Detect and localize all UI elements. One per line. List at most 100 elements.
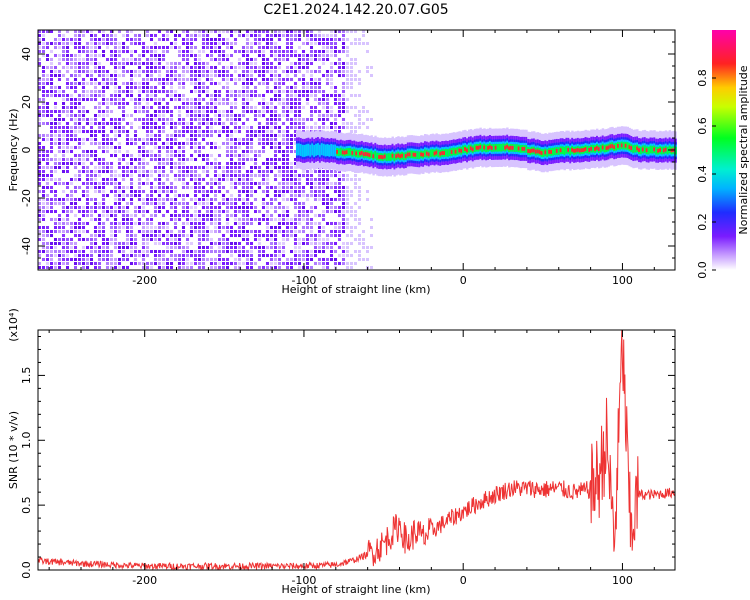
spectrogram-noise-cell (130, 90, 133, 93)
spectrogram-noise-cell (110, 50, 113, 53)
spectrogram-noise-cell (210, 154, 213, 157)
spectrogram-noise-cell (142, 98, 145, 101)
spectrogram-noise-cell (38, 170, 41, 173)
spectrogram-noise-cell (78, 226, 81, 229)
spectrogram-noise-cell (298, 114, 301, 117)
spectrogram-noise-cell (38, 150, 41, 153)
spectrogram-noise-cell (230, 114, 233, 117)
spectrogram-noise-cell (226, 262, 229, 265)
spectrogram-noise-cell (174, 190, 177, 193)
spectrogram-noise-cell (82, 230, 85, 233)
spectrogram-noise-cell (102, 54, 105, 57)
spectrogram-noise-cell (178, 242, 181, 245)
signal-trace-cell (338, 148, 341, 157)
spectrogram-noise-cell (350, 58, 353, 61)
spectrogram-noise-cell (262, 202, 265, 205)
spectrogram-noise-cell (298, 54, 301, 57)
spectrogram-noise-cell (162, 242, 165, 245)
spectrogram-noise-cell (98, 174, 101, 177)
spectrogram-noise-cell (342, 174, 345, 177)
spectrogram-noise-cell (70, 82, 73, 85)
spectrogram-noise-cell (274, 206, 277, 209)
spectrogram-noise-cell (246, 266, 249, 269)
spectrogram-noise-cell (210, 58, 213, 61)
spectrogram-noise-cell (138, 182, 141, 185)
spectrogram-noise-cell (78, 198, 81, 201)
spectrogram-noise-cell (226, 70, 229, 73)
y-tick-label: 1.0 (20, 432, 33, 450)
signal-trace-cell (573, 148, 576, 153)
spectrogram-noise-cell (294, 50, 297, 53)
spectrogram-noise-cell (126, 186, 129, 189)
spectrogram-noise-cell (246, 78, 249, 81)
spectrogram-noise-cell (182, 186, 185, 189)
spectrogram-noise-cell (154, 190, 157, 193)
spectrogram-noise-cell (234, 202, 237, 205)
spectrogram-noise-cell (70, 114, 73, 117)
spectrogram-noise-cell (350, 234, 353, 237)
spectrogram-noise-cell (158, 222, 161, 225)
spectrogram-noise-cell (150, 198, 153, 201)
spectrogram-noise-cell (306, 98, 309, 101)
spectrogram-noise-cell (42, 178, 45, 181)
spectrogram-noise-cell (70, 74, 73, 77)
spectrogram-noise-cell (306, 34, 309, 37)
spectrogram-noise-cell (46, 266, 49, 269)
spectrogram-noise-cell (178, 234, 181, 237)
spectrogram-noise-cell (222, 50, 225, 53)
spectrogram-noise-cell (306, 250, 309, 253)
spectrogram-noise-cell (290, 50, 293, 53)
spectrogram-noise-cell (234, 114, 237, 117)
spectrogram-noise-cell (290, 174, 293, 177)
spectrogram-noise-cell (86, 98, 89, 101)
spectrogram-noise-cell (146, 174, 149, 177)
spectrogram-noise-cell (166, 178, 169, 181)
spectrogram-noise-cell (46, 258, 49, 261)
spectrogram-noise-cell (346, 254, 349, 257)
spectrogram-noise-cell (154, 134, 157, 137)
spectrogram-noise-cell (70, 126, 73, 129)
spectrogram-noise-cell (74, 230, 77, 233)
spectrogram-noise-cell (334, 174, 337, 177)
spectrogram-noise-cell (294, 166, 297, 169)
spectrogram-noise-cell (290, 138, 293, 141)
spectrogram-noise-cell (58, 142, 61, 145)
spectrogram-noise-cell (190, 118, 193, 121)
spectrogram-noise-cell (278, 206, 281, 209)
spectrogram-noise-cell (226, 266, 229, 269)
spectrogram-noise-cell (190, 138, 193, 141)
spectrogram-noise-cell (334, 242, 337, 245)
spectrogram-noise-cell (318, 78, 321, 81)
spectrogram-noise-cell (94, 206, 97, 209)
spectrogram-noise-cell (286, 206, 289, 209)
spectrogram-noise-cell (270, 198, 273, 201)
spectrogram-noise-cell (210, 238, 213, 241)
spectrogram-noise-cell (218, 226, 221, 229)
spectrogram-noise-cell (298, 34, 301, 37)
spectrogram-noise-cell (210, 134, 213, 137)
spectrogram-noise-cell (50, 266, 53, 269)
spectrogram-noise-cell (330, 74, 333, 77)
spectrogram-noise-cell (110, 102, 113, 105)
spectrogram-noise-cell (270, 38, 273, 41)
spectrogram-noise-cell (242, 226, 245, 229)
spectrogram-noise-cell (66, 186, 69, 189)
spectrogram-noise-cell (46, 90, 49, 93)
spectrogram-noise-cell (338, 174, 341, 177)
spectrogram-noise-cell (226, 226, 229, 229)
spectrogram-noise-cell (214, 30, 217, 33)
spectrogram-noise-cell (274, 150, 277, 153)
spectrogram-noise-cell (250, 94, 253, 97)
spectrogram-noise-cell (214, 194, 217, 197)
signal-trace-cell (466, 148, 469, 153)
spectrogram-noise-cell (202, 70, 205, 73)
spectrogram-noise-cell (194, 178, 197, 181)
spectrogram-noise-cell (170, 258, 173, 261)
spectrogram-noise-cell (310, 46, 313, 49)
signal-trace-cell (458, 148, 461, 153)
spectrogram-noise-cell (190, 230, 193, 233)
spectrogram-noise-cell (338, 126, 341, 129)
spectrogram-noise-cell (74, 242, 77, 245)
spectrogram-noise-cell (82, 90, 85, 93)
spectrogram-noise-cell (158, 70, 161, 73)
